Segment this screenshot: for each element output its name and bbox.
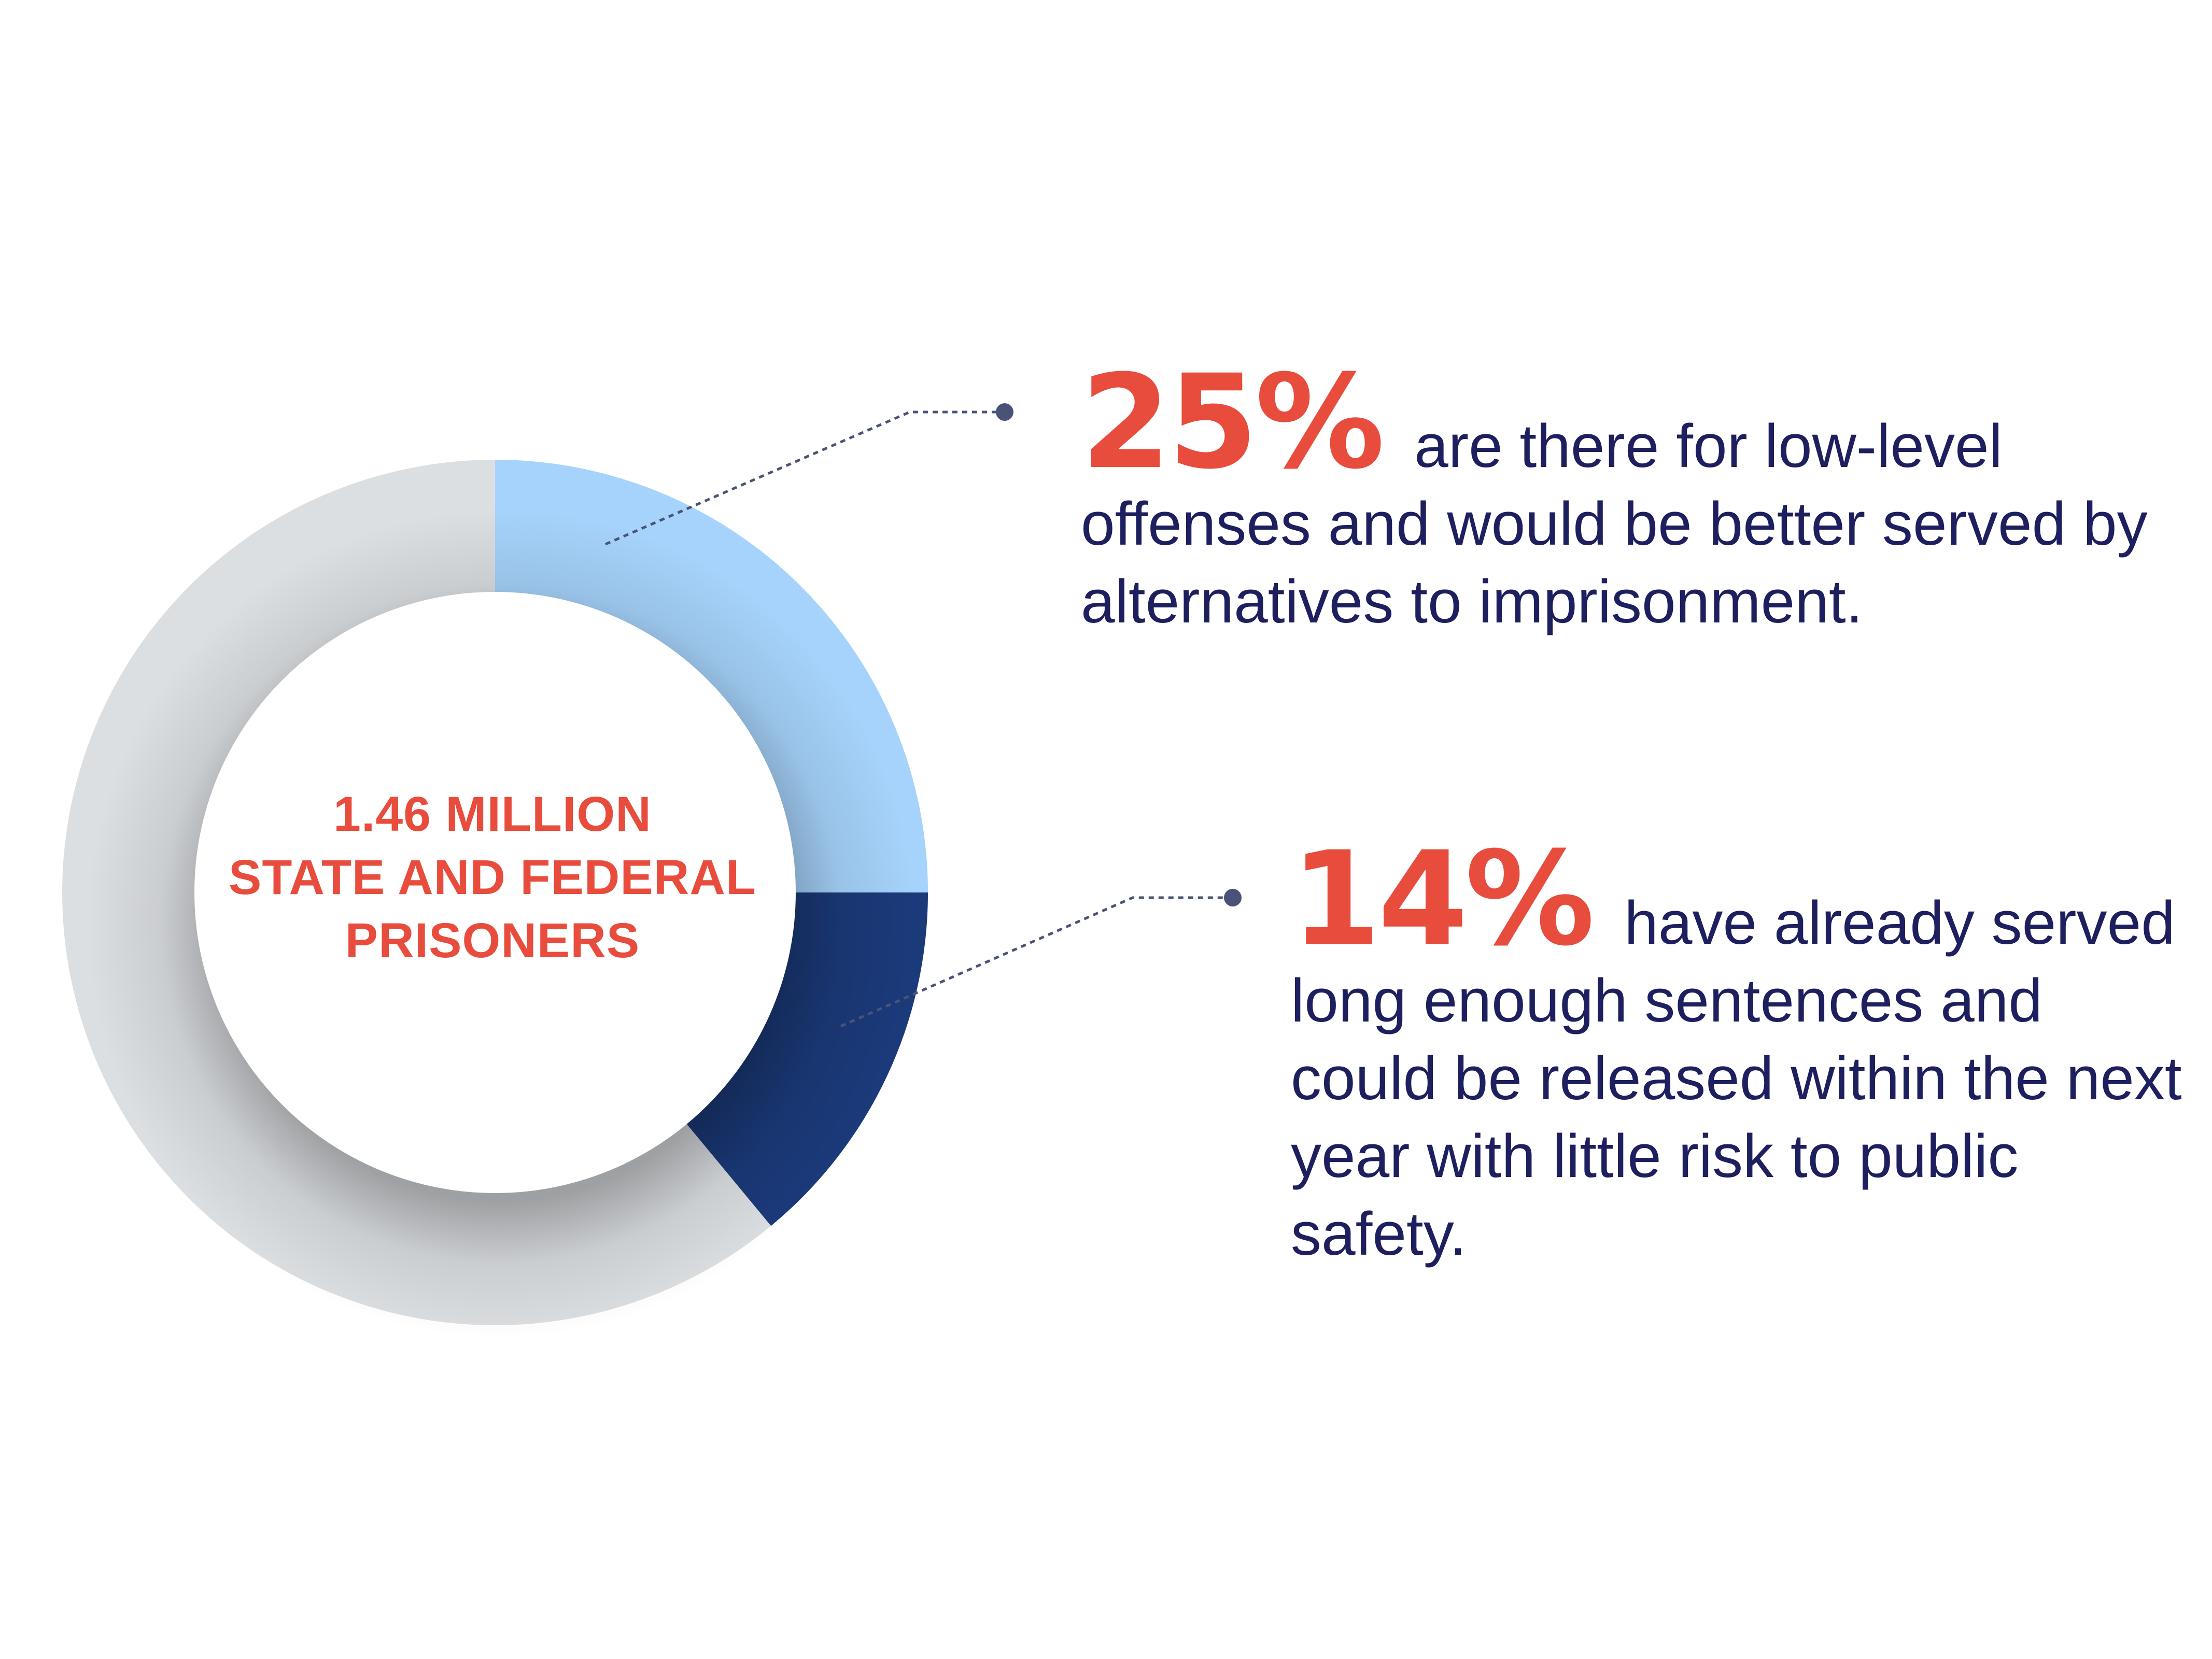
center-label-line-3: PRISONERS	[345, 913, 640, 968]
donut-hole	[194, 592, 796, 1193]
callout-already-served: 14% have already served long enough sent…	[1291, 834, 2203, 1273]
callout-text: have already served long enough sentence…	[1291, 889, 2182, 1268]
leader-dot-1	[996, 403, 1013, 421]
callout-percent: 25%	[1081, 347, 1385, 498]
center-label: 1.46 MILLION STATE AND FEDERAL PRISONERS	[207, 783, 778, 972]
leader-line-2	[840, 896, 1233, 1028]
center-label-line-2: STATE AND FEDERAL	[229, 850, 756, 905]
callout-percent: 14%	[1291, 824, 1595, 974]
center-label-line-1: 1.46 MILLION	[333, 787, 652, 842]
leader-line-1	[605, 410, 1005, 546]
callout-low-level-offenses: 25% are there for low-level offenses and…	[1081, 358, 2195, 641]
callout-text: are there for low-level offenses and wou…	[1081, 412, 2148, 636]
leader-dot-2	[1224, 889, 1242, 906]
